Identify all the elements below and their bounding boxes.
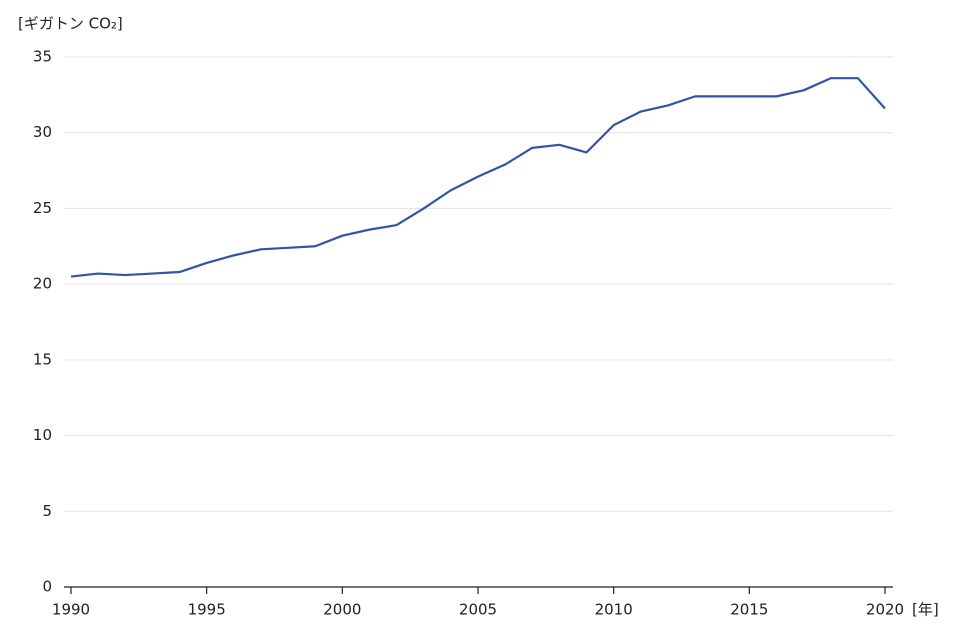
y-tick-label: 5 bbox=[42, 502, 52, 520]
x-tick-label: 1990 bbox=[52, 601, 90, 619]
y-axis-label: [ギガトン CO₂] bbox=[18, 15, 123, 33]
x-tick-label: 1995 bbox=[188, 601, 226, 619]
y-tick-label: 15 bbox=[33, 350, 52, 368]
y-tick-label: 35 bbox=[33, 48, 52, 66]
x-tick-label: 2020 bbox=[866, 601, 904, 619]
x-tick-label: 2005 bbox=[459, 601, 497, 619]
y-tick-label: 25 bbox=[33, 199, 52, 217]
x-tick-label: 2000 bbox=[323, 601, 361, 619]
y-tick-label: 30 bbox=[33, 123, 52, 141]
x-tick-label: 2015 bbox=[730, 601, 768, 619]
x-axis-label: [年] bbox=[912, 601, 939, 619]
y-tick-label: 0 bbox=[42, 578, 52, 596]
data-line bbox=[70, 77, 886, 278]
x-tick-label: 2010 bbox=[595, 601, 633, 619]
y-tick-label: 20 bbox=[33, 275, 52, 293]
y-tick-label: 10 bbox=[33, 426, 52, 444]
